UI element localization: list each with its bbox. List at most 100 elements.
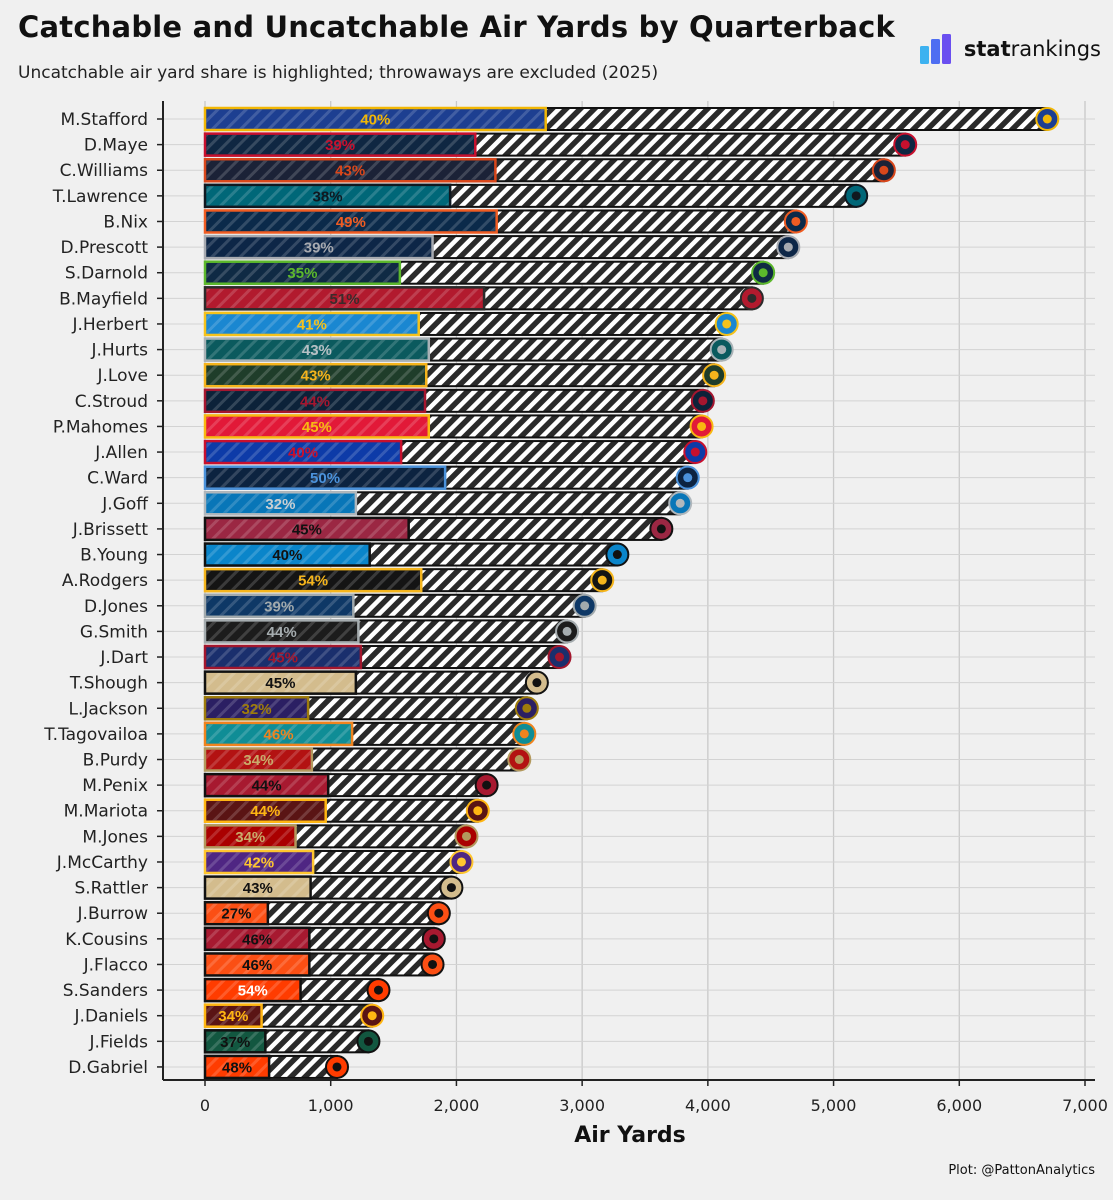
qb-label: P.Mahomes [53,417,148,437]
bar-row: J.Herbert 41% [71,311,739,337]
qb-label: J.Burrow [77,904,149,924]
team-logo-icon-center [367,1011,377,1021]
qb-label: B.Purdy [83,751,148,771]
bar-row: C.Stroud 44% [75,388,715,414]
uncatchable-bar-texture [206,416,428,436]
qb-label: J.Flacco [83,955,148,975]
pct-label: 39% [304,240,334,257]
team-logo-icon-center [363,1036,373,1046]
pct-label: 50% [310,470,340,487]
bar-row: B.Nix 49% [103,209,808,234]
qb-label: S.Rattler [74,879,148,899]
uncatchable-bar-texture [206,365,425,385]
team-logo-icon-center [580,601,590,611]
plot-credit: Plot: @PattonAnalytics [948,1163,1095,1178]
bar-row: K.Cousins 46% [65,926,446,952]
bar-row: M.Stafford 40% [60,106,1060,132]
qb-label: J.Daniels [74,1007,149,1027]
qb-label: D.Jones [84,597,148,617]
bar-row: C.Williams 43% [60,157,896,183]
team-logo-icon-center [758,268,768,278]
bar-row: C.Ward 50% [87,465,700,490]
pct-label: 39% [264,598,294,615]
x-tick-label: 7,000 [1062,1096,1108,1115]
pct-label: 46% [242,957,272,974]
bar-row: J.Goff 32% [101,491,693,516]
uncatchable-bar-texture [206,468,444,488]
bar-row: A.Rodgers 54% [62,567,615,593]
qb-label: J.Love [96,366,148,386]
x-tick-label: 2,000 [434,1096,480,1115]
pct-label: 27% [221,906,251,923]
bar-row: D.Gabriel 48% [68,1054,349,1080]
brand-name-rest: rankings [1010,37,1101,61]
team-logo-icon-center [698,396,708,406]
bar-row: B.Mayfield 51% [59,286,764,311]
bar-row: D.Maye 39% [84,132,918,157]
uncatchable-bar-texture [206,750,311,769]
qb-label: J.Brissett [72,520,149,540]
team-logo-icon-center [456,857,466,867]
uncatchable-bar-texture [206,826,295,846]
pct-label: 32% [265,496,295,513]
pct-label: 43% [302,342,332,359]
team-logo-icon-center [709,370,719,380]
team-logo-icon-center [373,985,383,995]
bar-row: M.Jones 34% [82,824,479,849]
pct-label: 44% [300,393,330,410]
qb-label: M.Stafford [60,110,148,130]
brand-name: statrankings [964,37,1101,61]
uncatchable-bar-texture [206,903,267,923]
bar-row: J.Allen 40% [94,439,708,465]
bar-row: J.Flacco 46% [83,952,445,977]
uncatchable-bar-texture [206,314,418,334]
uncatchable-bar-texture [206,596,352,616]
uncatchable-bar-texture [206,545,369,565]
chart-subtitle: Uncatchable air yard share is highlighte… [18,63,659,83]
team-logo-icon-center [697,421,707,431]
pct-label: 42% [244,854,274,871]
uncatchable-bar-texture [206,954,308,974]
team-logo-icon-center [522,703,532,713]
qb-label: T.Shough [69,674,148,694]
team-logo-icon-center [428,959,438,969]
uncatchable-bar-texture [206,340,428,360]
bar-row: B.Purdy 34% [83,747,532,772]
qb-label: C.Williams [60,161,149,181]
pct-label: 40% [288,445,318,462]
bar-row: J.Burrow 27% [77,900,451,926]
uncatchable-bar-texture [206,135,474,155]
team-logo-icon-center [1042,114,1052,124]
uncatchable-bar-texture [206,621,357,641]
pct-label: 34% [243,752,273,769]
bar-row: J.McCarthy 42% [56,849,474,875]
bar-row: L.Jackson 32% [68,696,539,721]
uncatchable-bar-texture [206,852,312,872]
bar-row: S.Darnold 35% [65,260,776,285]
x-axis-label: Air Yards [574,1123,686,1148]
pct-label: 45% [292,521,322,538]
qb-label: J.McCarthy [56,853,148,873]
uncatchable-bar-texture [206,673,355,693]
bar-row: S.Sanders 54% [63,977,391,1003]
pct-label: 43% [301,368,331,385]
team-logo-icon-center [900,140,910,150]
team-logo-icon-center [461,831,471,841]
team-logo-icon-center [429,934,439,944]
pct-label: 45% [265,675,295,692]
pct-label: 51% [330,291,360,308]
x-tick-label: 5,000 [811,1096,857,1115]
team-logo-icon-center [612,550,622,560]
qb-label: J.Hurts [91,341,149,361]
uncatchable-bar-texture [206,801,325,821]
team-logo-icon-center [783,242,793,252]
pct-label: 45% [268,650,298,667]
uncatchable-bar-texture [206,493,355,513]
x-tick-label: 3,000 [559,1096,605,1115]
qb-label: T.Lawrence [52,187,148,207]
pct-label: 46% [264,726,294,743]
pct-label: 38% [313,188,343,205]
x-tick-label: 0 [200,1096,210,1115]
pct-label: 39% [325,137,355,154]
